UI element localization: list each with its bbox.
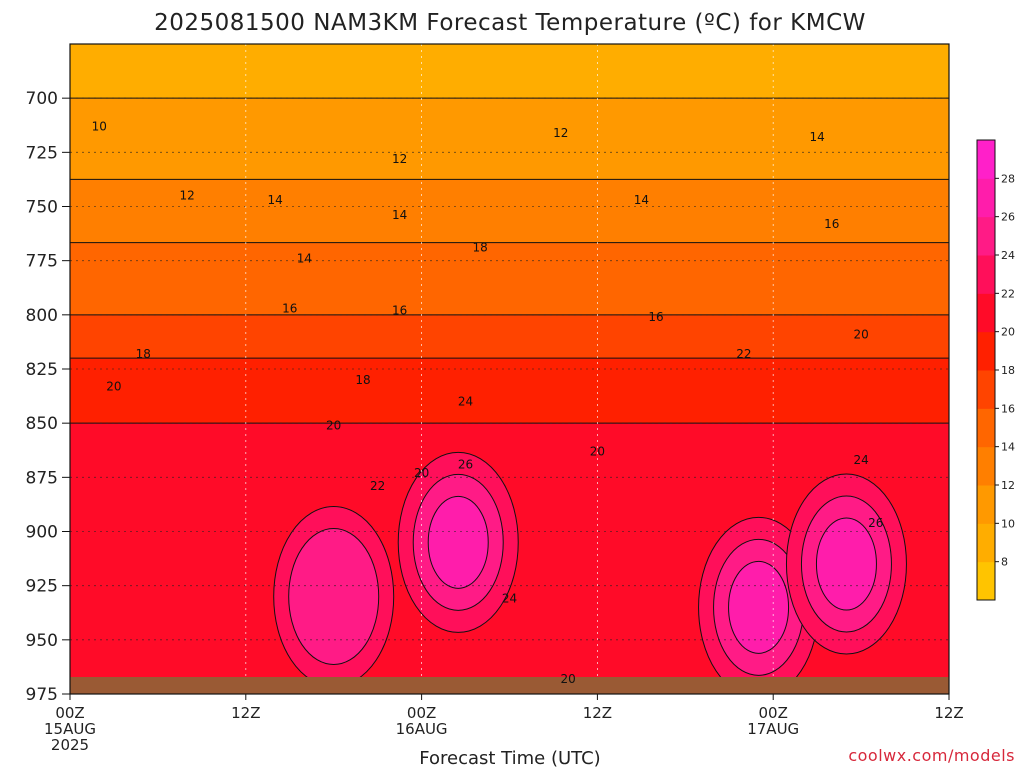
- x-tick-label: 12Z: [583, 704, 612, 722]
- contour-label: 12: [553, 126, 568, 140]
- colorbar-swatch: [977, 523, 995, 563]
- contour-label: 20: [106, 379, 121, 393]
- y-tick-label: 850: [26, 414, 58, 434]
- contour-label: 18: [136, 347, 151, 361]
- y-tick-label: 775: [26, 252, 58, 272]
- colorbar-swatch: [977, 485, 995, 524]
- contour-label: 22: [370, 479, 385, 493]
- colorbar: 8 10 12 14 16 18 20 22 24 26 28: [976, 139, 1015, 601]
- colorbar-label: 16: [1001, 402, 1015, 415]
- contour-labels: 10 12 12 12 14 14 14 14 14 16 16 16 16 18 18 18 20 20 20 20…: [92, 119, 884, 686]
- y-tick-label: 975: [26, 685, 58, 705]
- y-tick-label: 950: [26, 631, 58, 651]
- colorbar-swatch: [977, 140, 995, 179]
- contour-label: 18: [473, 241, 488, 255]
- colorbar-label: 10: [1001, 517, 1015, 530]
- x-tick-label: 16AUG: [396, 720, 448, 738]
- contour-label: 20: [590, 444, 605, 458]
- contour-label: 10: [92, 119, 107, 133]
- contour-label: 18: [355, 373, 370, 387]
- colorbar-label: 24: [1001, 249, 1015, 262]
- contour-label: 20: [853, 327, 868, 341]
- ground: [70, 677, 949, 694]
- colorbar-swatch: [977, 331, 995, 371]
- colorbar-label: 26: [1001, 211, 1015, 224]
- y-tick-label: 875: [26, 468, 58, 488]
- contour-label: 14: [392, 208, 407, 222]
- colorbar-swatch: [977, 408, 995, 448]
- credit-text: coolwx.com/models: [848, 746, 1015, 765]
- contour-label: 20: [560, 672, 575, 686]
- y-tick-label: 900: [26, 523, 58, 543]
- contour-label: 16: [392, 304, 407, 318]
- colorbar-swatch: [977, 561, 995, 601]
- contour-label: 26: [458, 457, 473, 471]
- x-tick-label: 12Z: [934, 704, 963, 722]
- colorbar-label: 22: [1001, 287, 1015, 300]
- contour-label: 14: [297, 252, 312, 266]
- y-tick-label: 725: [26, 143, 58, 163]
- warm-core-3-24: [288, 528, 380, 665]
- colorbar-label: 8: [1001, 556, 1008, 569]
- contour-label: 14: [634, 193, 649, 207]
- x-tick-label: 15AUG: [44, 720, 96, 738]
- contour-label: 22: [736, 347, 751, 361]
- x-tick-label: 00Z: [55, 704, 84, 722]
- x-tick-label: 17AUG: [747, 720, 799, 738]
- contour-label: 12: [180, 189, 195, 203]
- contour-label: 20: [414, 466, 429, 480]
- colorbar-label: 18: [1001, 364, 1015, 377]
- colorbar-swatch: [977, 370, 995, 409]
- x-tick-label: 00Z: [407, 704, 436, 722]
- colorbar-swatch: [977, 446, 995, 486]
- colorbar-label: 20: [1001, 326, 1015, 339]
- colorbar-swatch: [977, 216, 995, 256]
- x-axis-label: Forecast Time (UTC): [419, 748, 600, 768]
- chart-title: 2025081500 NAM3KM Forecast Temperature (…: [154, 10, 866, 36]
- y-tick-label: 800: [26, 306, 58, 326]
- colorbar-label: 28: [1001, 172, 1015, 185]
- temperature-fill: [70, 44, 949, 694]
- colorbar-label: 12: [1001, 479, 1015, 492]
- contour-label: 14: [267, 193, 282, 207]
- warm-core-0-26: [427, 495, 489, 589]
- x-tick-label: 00Z: [759, 704, 788, 722]
- y-tick-label: 700: [26, 89, 58, 109]
- contour-label: 24: [502, 592, 517, 606]
- x-tick-label: 12Z: [231, 704, 260, 722]
- contour-label: 24: [458, 395, 473, 409]
- colorbar-swatch: [977, 293, 995, 333]
- y-axis: 700 725 750 775 800 825 850 875 900 925 950 975: [26, 89, 70, 705]
- contour-label: 14: [810, 130, 825, 144]
- contour-label: 16: [282, 301, 297, 315]
- contour-label: 12: [392, 152, 407, 166]
- x-tick-label: 2025: [51, 736, 89, 754]
- contour-label: 24: [853, 453, 868, 467]
- warm-core-2-26: [815, 517, 877, 611]
- y-tick-label: 825: [26, 360, 58, 380]
- contour-label: 16: [824, 217, 839, 231]
- colorbar-swatch: [977, 255, 995, 294]
- colorbar-label: 14: [1001, 441, 1015, 454]
- y-tick-label: 925: [26, 577, 58, 597]
- y-tick-label: 750: [26, 198, 58, 218]
- colorbar-swatch: [977, 178, 995, 218]
- contour-label: 16: [648, 310, 663, 324]
- contour-label: 26: [868, 516, 883, 530]
- contour-label: 20: [326, 418, 341, 432]
